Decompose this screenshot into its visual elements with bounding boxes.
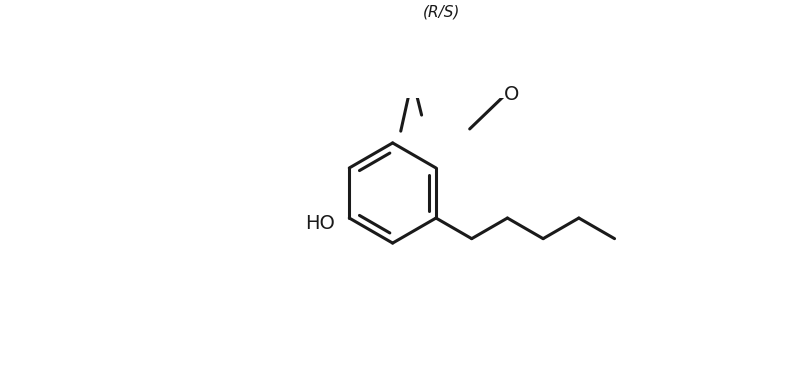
Text: (R/S): (R/S): [423, 5, 461, 20]
Text: O: O: [504, 85, 519, 104]
Text: HO: HO: [305, 215, 334, 233]
